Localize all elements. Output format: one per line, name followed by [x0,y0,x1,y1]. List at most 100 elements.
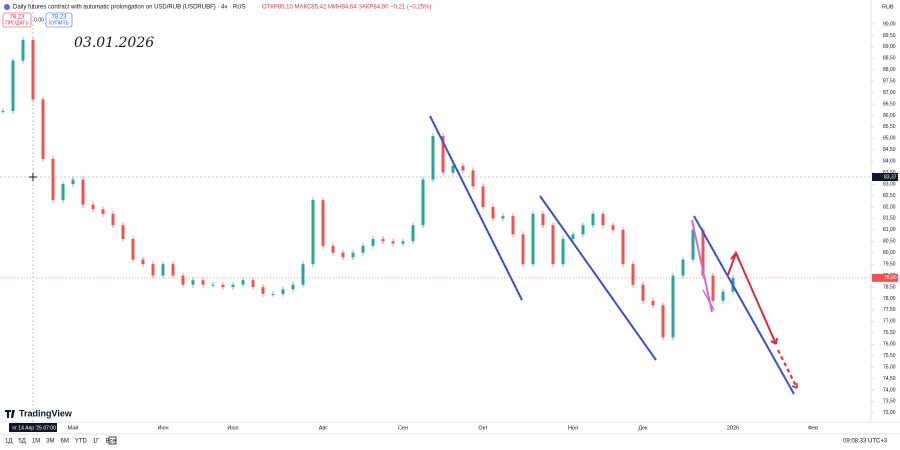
candle [31,39,35,100]
buy-button[interactable] [45,12,73,28]
candle [481,186,485,207]
y-tick-label: 90,00 [883,21,896,27]
y-tick-label: 79,50 [883,261,896,267]
range-button[interactable]: Все [105,439,116,445]
spread: 0.00 [34,17,44,23]
brand: TradingView [19,408,73,418]
candle [691,229,695,260]
candle [121,225,125,240]
candle [71,179,75,185]
candle [131,239,135,260]
candle [91,204,95,210]
candle [581,225,585,235]
y-tick-label: 83,50 [883,170,896,176]
y-tick-label: 76,50 [883,330,896,336]
range-button[interactable]: YTD [75,439,88,445]
x-tick-label: Июн [157,425,168,431]
candle [711,275,715,301]
candle [401,241,405,244]
candle [471,170,475,187]
candle [281,289,285,294]
candle [551,225,555,265]
chart-title: Daily futures contract with automatic pr… [13,5,246,11]
y-tick-label: 76,00 [883,342,896,348]
candle [251,280,255,288]
candle [201,280,205,285]
brand-logo [5,410,15,418]
candle [261,287,265,294]
candle [161,264,165,276]
crosshair-price-tag [872,173,898,181]
last-price-label: 78,90 [884,275,897,281]
range-button[interactable]: 1Г [93,439,100,445]
candle [671,275,675,338]
y-tick-label: 86,00 [883,113,896,119]
candle [521,234,525,265]
candle [11,60,15,111]
candle [511,216,515,235]
y-tick-label: 82,00 [883,204,896,210]
arrow-head [730,252,778,345]
y-tick-label: 78,00 [883,296,896,302]
sell-label: ПРОДАТЬ [5,20,29,26]
candle [311,200,315,265]
candle [181,275,185,285]
y-tick-label: 85,50 [883,124,896,130]
candle [681,259,685,276]
y-tick-label: 74,00 [883,387,896,393]
candle [591,213,595,226]
candle [491,206,495,219]
x-tick-label: Фев [808,425,818,431]
y-tick-label: 87,00 [883,90,896,96]
buy-label: КУПИТЬ [49,20,69,26]
sell-button[interactable] [2,12,32,28]
y-tick-label: 75,50 [883,353,896,359]
candle [661,305,665,338]
range-button[interactable]: 1М [32,439,40,445]
y-tick-label: 78,50 [883,284,896,290]
candle [631,264,635,285]
x-tick-label: Май [68,424,79,431]
candle [141,259,145,265]
y-tick-label: 77,00 [883,319,896,325]
candle [81,179,85,205]
candle [461,165,465,171]
candle [51,158,55,201]
candle [291,284,295,290]
clock: 09:08:33 UTC+3 [843,439,888,445]
sell-price: 78,23 [9,15,25,21]
y-tick-label: 87,50 [883,78,896,84]
y-tick-label: 88,00 [883,67,896,73]
candle [651,300,655,306]
y-tick-label: 74,50 [883,376,896,382]
date-range-icon[interactable] [108,436,117,445]
candle [41,99,45,159]
date-annotation: 03.01.2026 [74,35,154,51]
candle [411,225,415,242]
y-tick-label: 88,50 [883,56,896,62]
candle [531,213,535,265]
candles [1,36,735,341]
candle [351,252,355,258]
range-button[interactable]: 5Д [18,439,25,445]
candle [441,136,445,173]
candle [421,179,425,226]
candle [221,284,225,288]
y-tick-label: 84,50 [883,147,896,153]
candle [701,229,705,276]
candle [211,284,215,286]
candle [561,239,565,265]
candle [21,39,25,61]
candle [641,284,645,301]
range-button[interactable]: 1Д [5,439,12,445]
candle [101,209,105,214]
last-price-tag [872,273,898,282]
y-tick-label: 83,00 [883,181,896,187]
x-tick-label: Авг [319,425,328,431]
range-button[interactable]: 6М [61,439,69,445]
candle [111,213,115,226]
crosshair-time-tag [9,423,57,432]
y-tick-label: 81,00 [883,227,896,233]
range-button[interactable]: 3М [46,439,54,445]
